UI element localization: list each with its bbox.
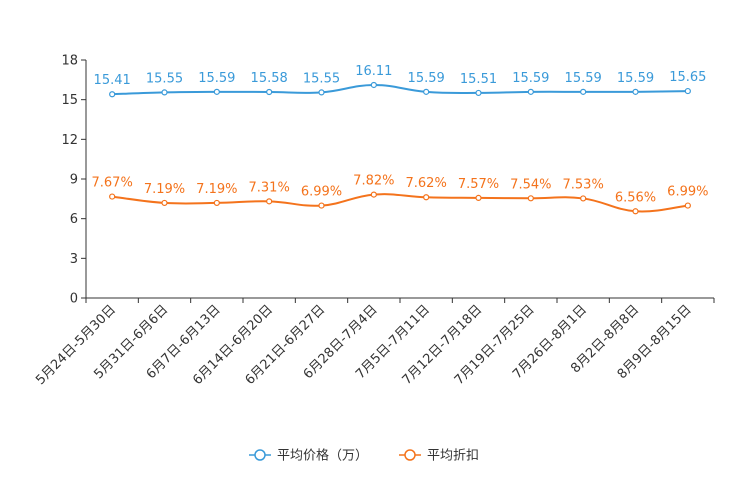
data-point bbox=[580, 195, 587, 202]
data-label: 15.59 bbox=[408, 71, 445, 86]
y-tick-label: 18 bbox=[61, 54, 78, 69]
data-label: 15.41 bbox=[94, 73, 131, 88]
data-label: 6.99% bbox=[301, 185, 342, 200]
data-point bbox=[423, 194, 430, 201]
data-label: 15.51 bbox=[460, 72, 497, 87]
data-label: 7.53% bbox=[563, 177, 604, 192]
legend-label: 平均价格（万） bbox=[277, 448, 368, 464]
series-1: 15.41 15.55 15.59 15.58 15.55 16.11 15.59 15.51… bbox=[94, 64, 706, 98]
data-point bbox=[684, 202, 691, 209]
data-point bbox=[161, 89, 168, 96]
x-axis: 5月24日-5月30日5月31日-6月6日6月7日-6月13日6月14日-6月2… bbox=[33, 297, 715, 388]
data-label: 15.59 bbox=[198, 71, 235, 86]
data-label: 15.55 bbox=[303, 71, 340, 86]
data-point bbox=[475, 194, 482, 202]
data-label: 7.19% bbox=[144, 182, 185, 197]
data-label: 7.31% bbox=[249, 180, 290, 195]
data-point bbox=[318, 89, 325, 96]
legend-label: 平均折扣 bbox=[427, 449, 479, 464]
data-label: 15.55 bbox=[146, 71, 183, 86]
data-point bbox=[475, 89, 482, 97]
series-line bbox=[112, 83, 688, 96]
y-tick-label: 3 bbox=[70, 252, 78, 267]
data-point bbox=[266, 88, 273, 96]
data-label: 7.82% bbox=[353, 174, 394, 189]
y-axis: 0 3 6 9 12 15 18 bbox=[61, 54, 87, 307]
data-point bbox=[423, 88, 430, 95]
data-point bbox=[370, 81, 377, 89]
data-point bbox=[318, 202, 325, 209]
series-line bbox=[112, 193, 688, 213]
legend: 平均价格（万） 平均折扣 bbox=[249, 448, 479, 464]
data-point bbox=[527, 195, 534, 202]
y-tick-label: 6 bbox=[70, 212, 78, 227]
data-label: 15.59 bbox=[512, 71, 549, 86]
data-label: 15.59 bbox=[617, 71, 654, 86]
data-label: 6.99% bbox=[667, 185, 708, 200]
legend-item-1: 平均价格（万） bbox=[249, 448, 368, 464]
data-label: 7.57% bbox=[458, 177, 499, 192]
data-point bbox=[213, 199, 220, 207]
legend-marker-icon bbox=[404, 449, 416, 461]
data-point bbox=[161, 199, 168, 207]
legend-marker-icon bbox=[254, 449, 266, 461]
data-point bbox=[370, 191, 377, 198]
data-point bbox=[580, 88, 587, 95]
data-point bbox=[266, 198, 273, 205]
data-point bbox=[632, 88, 639, 95]
series-2: 7.67% 7.19% 7.19% 7.31% 6.99% 7.82% 7.62% 7.57%… bbox=[92, 174, 708, 215]
data-label: 16.11 bbox=[355, 64, 392, 79]
data-label: 15.58 bbox=[251, 71, 288, 86]
data-point bbox=[527, 88, 534, 95]
data-label: 7.62% bbox=[406, 176, 447, 191]
data-label: 15.59 bbox=[565, 71, 602, 86]
data-point bbox=[109, 193, 116, 200]
y-tick-label: 0 bbox=[70, 292, 78, 307]
y-tick-label: 12 bbox=[61, 133, 78, 148]
y-tick-label: 9 bbox=[70, 173, 78, 188]
data-label: 7.54% bbox=[510, 177, 551, 192]
data-point bbox=[632, 208, 639, 215]
data-label: 15.65 bbox=[669, 70, 706, 85]
data-point bbox=[684, 87, 691, 95]
series-layer: 15.41 15.55 15.59 15.58 15.55 16.11 15.59 15.51… bbox=[92, 64, 708, 215]
data-point bbox=[109, 91, 116, 98]
data-point bbox=[213, 88, 220, 95]
y-tick-label: 15 bbox=[61, 93, 78, 108]
legend-item-2: 平均折扣 bbox=[399, 449, 479, 464]
data-label: 7.19% bbox=[196, 182, 237, 197]
data-label: 6.56% bbox=[615, 190, 656, 205]
data-label: 7.67% bbox=[92, 176, 133, 191]
